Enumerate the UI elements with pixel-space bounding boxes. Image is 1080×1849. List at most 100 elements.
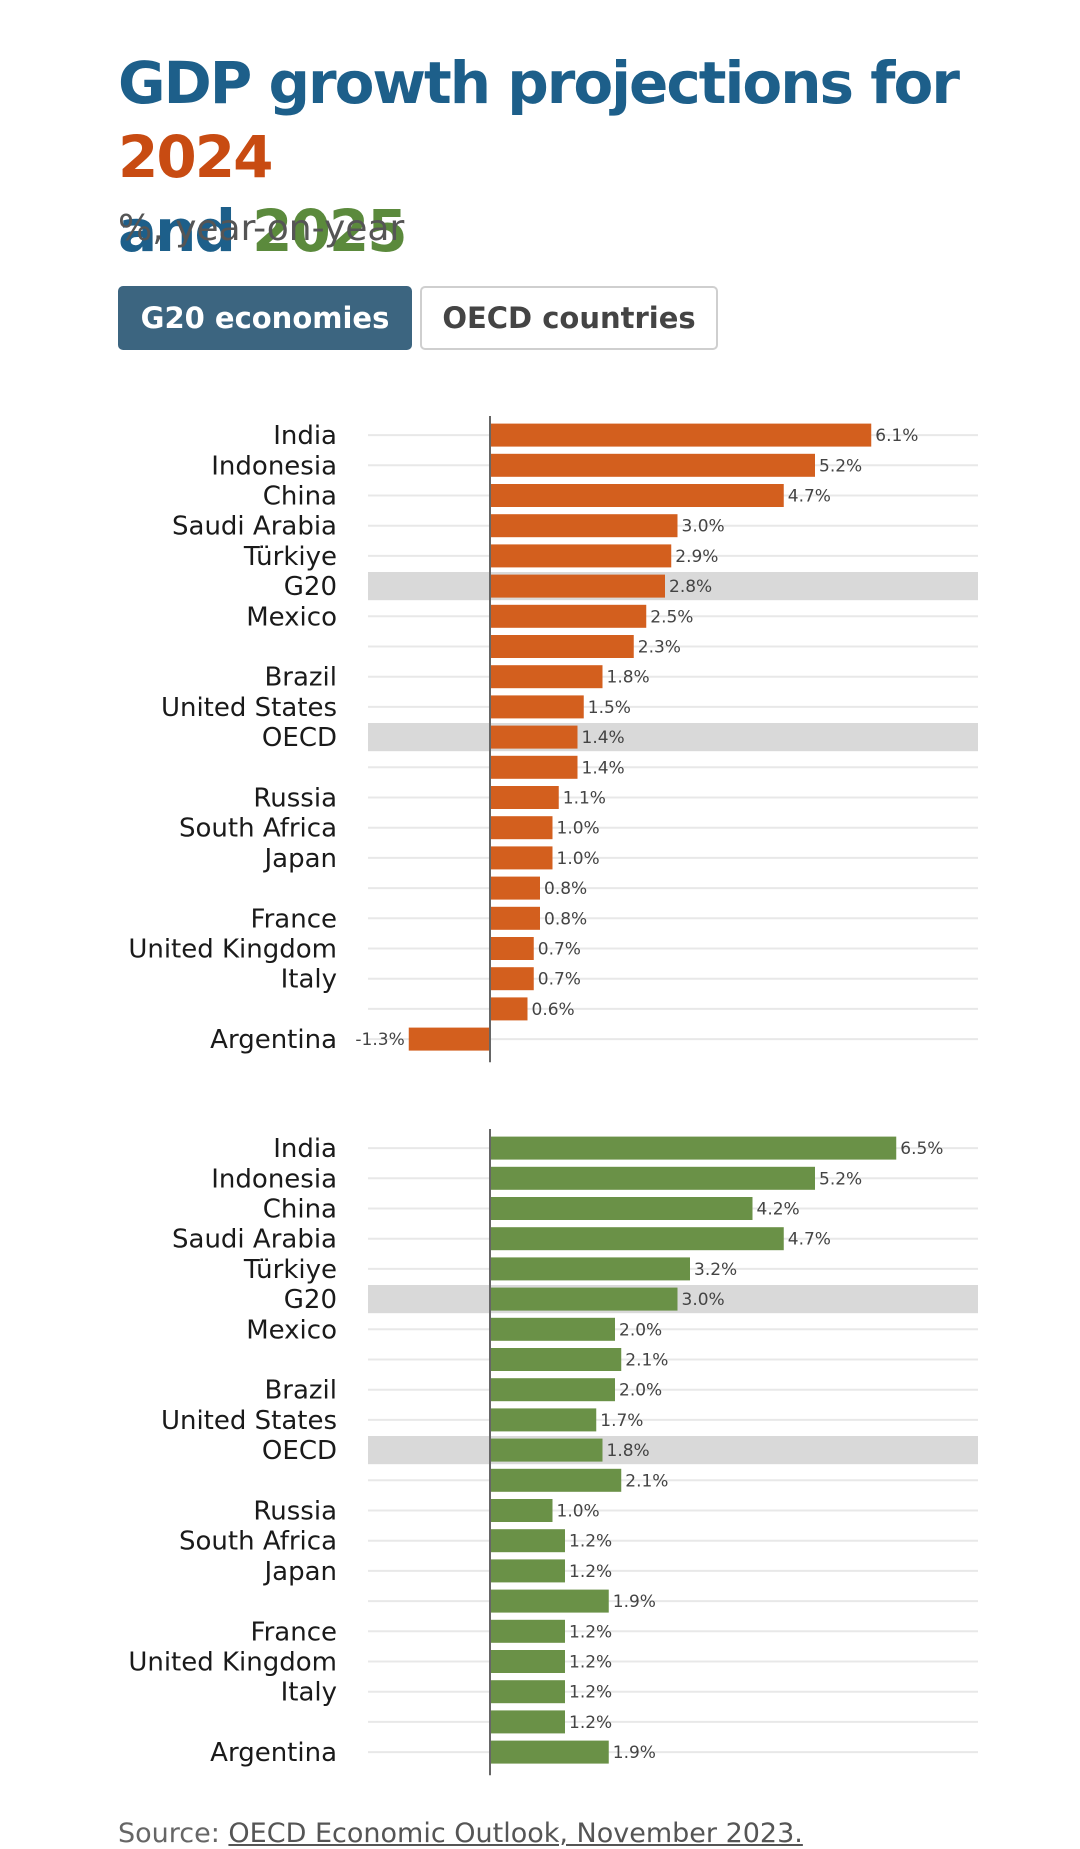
bar-2024-unlabeled-7 — [490, 635, 634, 658]
value-label-2025-indonesia: 5.2% — [819, 1169, 862, 1189]
value-label-2025-japan: 1.2% — [569, 1562, 612, 1582]
category-label-g20: G20 — [284, 1285, 337, 1315]
value-label-2025-united-states: 1.7% — [600, 1411, 643, 1431]
bar-2024-india — [490, 423, 872, 447]
bar-2024-france — [490, 906, 540, 930]
value-label-2025-russia: 1.0% — [557, 1502, 600, 1522]
value-label-2024-unlabeled-15: 0.8% — [544, 879, 587, 899]
bar-2024-t-rkiye — [490, 544, 672, 568]
category-label-india: India — [273, 1134, 337, 1164]
value-label-2024-t-rkiye: 2.9% — [675, 547, 718, 567]
highlight-band-g20 — [368, 572, 978, 601]
value-label-2024-unlabeled-19: 0.6% — [532, 1000, 575, 1020]
value-label-2025-unlabeled-15: 1.9% — [613, 1592, 656, 1612]
source-link[interactable]: OECD Economic Outlook, November 2023. — [228, 1818, 803, 1849]
category-label-oecd: OECD — [262, 1436, 337, 1466]
bar-2025-indonesia — [490, 1166, 815, 1190]
value-label-2024-russia: 1.1% — [563, 789, 606, 809]
category-label-indonesia: Indonesia — [211, 451, 337, 481]
bar-2024-japan — [490, 846, 553, 870]
value-label-2025-g20: 3.0% — [682, 1290, 725, 1310]
value-label-2025-south-africa: 1.2% — [569, 1532, 612, 1552]
bar-2025-japan — [490, 1559, 565, 1583]
category-label-russia: Russia — [253, 784, 337, 814]
bar-2025-saudi-arabia — [490, 1227, 784, 1251]
tab-g20-economies[interactable]: G20 economies — [118, 286, 412, 350]
value-label-2025-t-rkiye: 3.2% — [694, 1260, 737, 1280]
category-label-china: China — [263, 1195, 337, 1225]
category-label-italy: Italy — [281, 1678, 337, 1708]
title-year-2024: 2024 — [118, 123, 273, 191]
chart-title: GDP growth projections for 2024 and 2025 — [118, 46, 1018, 268]
value-label-2024-china: 4.7% — [788, 487, 831, 507]
value-label-2024-saudi-arabia: 3.0% — [682, 517, 725, 537]
value-label-2025-unlabeled-11: 2.1% — [625, 1471, 668, 1491]
bar-2025-france — [490, 1619, 565, 1643]
bar-2024-united-kingdom — [490, 937, 534, 960]
value-label-2025-unlabeled-7: 2.1% — [625, 1351, 668, 1371]
category-label-china: China — [263, 482, 337, 512]
value-label-2024-oecd: 1.4% — [582, 728, 625, 748]
value-label-2025-brazil: 2.0% — [619, 1381, 662, 1401]
bar-2024-south-africa — [490, 816, 553, 840]
bar-2025-south-africa — [490, 1529, 565, 1553]
bar-2025-unlabeled-11 — [490, 1468, 622, 1492]
value-label-2025-united-kingdom: 1.2% — [569, 1653, 612, 1673]
bar-2024-g20 — [490, 574, 665, 598]
category-label-united-states: United States — [161, 1406, 337, 1436]
category-label-mexico: Mexico — [246, 602, 337, 632]
value-label-2025-oecd: 1.8% — [607, 1441, 650, 1461]
bar-2025-india — [490, 1136, 897, 1160]
value-label-2024-unlabeled-11: 1.4% — [582, 758, 625, 778]
bar-2025-t-rkiye — [490, 1257, 690, 1281]
value-label-2024-g20: 2.8% — [669, 577, 712, 597]
category-label-argentina: Argentina — [210, 1025, 337, 1055]
value-label-2024-france: 0.8% — [544, 909, 587, 929]
value-label-2025-italy: 1.2% — [569, 1683, 612, 1703]
value-label-2024-united-kingdom: 0.7% — [538, 940, 581, 960]
category-label-saudi-arabia: Saudi Arabia — [172, 1225, 337, 1255]
bar-2025-united-states — [490, 1408, 597, 1432]
bar-2024-russia — [490, 786, 559, 809]
bar-2024-unlabeled-11 — [490, 755, 578, 779]
bar-2024-unlabeled-19 — [490, 997, 528, 1021]
category-label-indonesia: Indonesia — [211, 1164, 337, 1194]
category-label-japan: Japan — [262, 844, 337, 874]
category-label-south-africa: South Africa — [179, 814, 337, 844]
bar-2024-saudi-arabia — [490, 514, 678, 538]
value-label-2024-mexico: 2.5% — [650, 607, 693, 627]
category-label-argentina: Argentina — [210, 1738, 337, 1768]
highlight-band-oecd — [368, 1436, 978, 1465]
value-label-2024-brazil: 1.8% — [607, 668, 650, 688]
value-label-2024-japan: 1.0% — [557, 849, 600, 869]
category-label-russia: Russia — [253, 1497, 337, 1527]
bar-2024-brazil — [490, 665, 603, 689]
category-label-brazil: Brazil — [264, 1376, 337, 1406]
bar-2025-unlabeled-15 — [490, 1589, 609, 1613]
chart-subtitle: %, year-on-year — [118, 208, 405, 249]
value-label-2024-unlabeled-7: 2.3% — [638, 638, 681, 658]
category-label-south-africa: South Africa — [179, 1527, 337, 1557]
category-label-t-rkiye: Türkiye — [243, 542, 337, 572]
category-label-oecd: OECD — [262, 723, 337, 753]
bar-2024-mexico — [490, 604, 647, 628]
bar-2024-italy — [490, 967, 534, 991]
category-label-mexico: Mexico — [246, 1315, 337, 1345]
category-label-italy: Italy — [281, 965, 337, 995]
bar-2025-unlabeled-19 — [490, 1710, 565, 1734]
source-note: Source: OECD Economic Outlook, November … — [118, 1818, 803, 1849]
value-label-2024-argentina: -1.3% — [355, 1030, 404, 1050]
bar-2025-mexico — [490, 1317, 615, 1341]
highlight-band-g20 — [368, 1285, 978, 1314]
value-label-2025-saudi-arabia: 4.7% — [788, 1230, 831, 1250]
chart-2024: India 6.1% Indonesia 5.2% China 4.7% Saudi Ara… — [128, 416, 978, 1063]
title-year-2025: 2025 — [252, 197, 407, 265]
category-label-india: India — [273, 421, 337, 451]
title-line2: and — [118, 197, 253, 265]
category-label-japan: Japan — [262, 1557, 337, 1587]
bar-2024-oecd — [490, 725, 578, 749]
value-label-2025-argentina: 1.9% — [613, 1743, 656, 1763]
tab-oecd-countries[interactable]: OECD countries — [420, 286, 718, 350]
bar-2025-g20 — [490, 1287, 678, 1311]
